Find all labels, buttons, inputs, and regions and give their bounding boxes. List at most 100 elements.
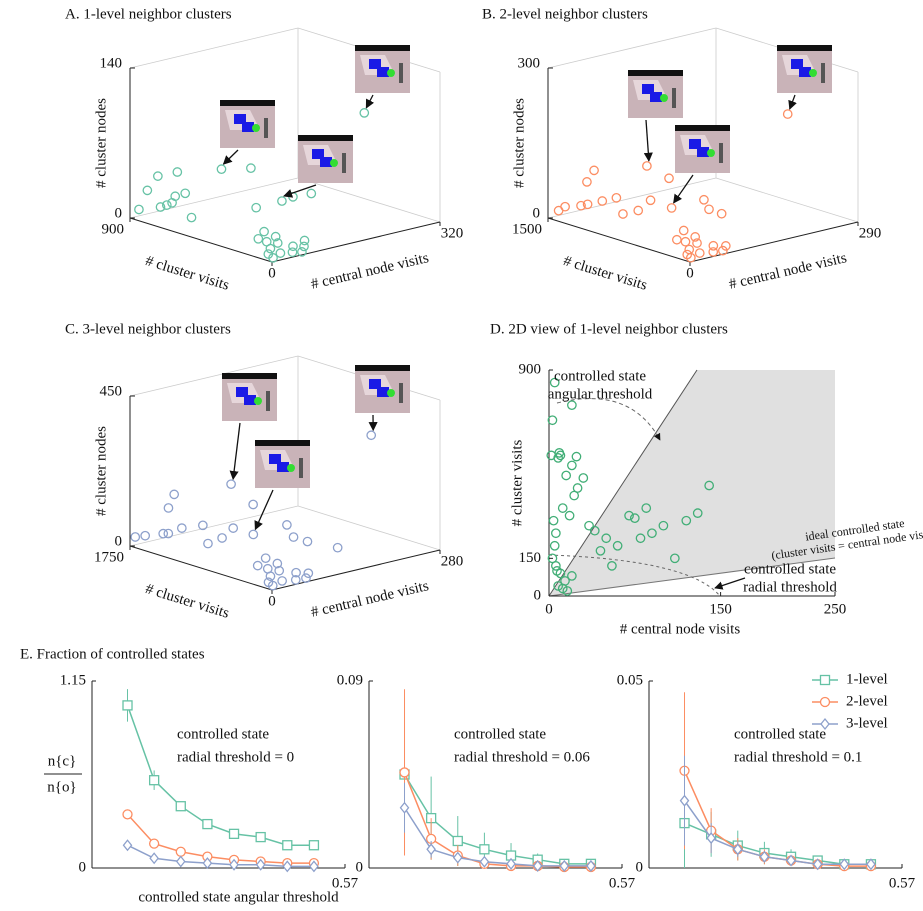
thumb-top [355,45,410,51]
inset-thumbnail [777,45,832,93]
x-tick-label: 0 [686,265,694,281]
data-point [158,528,169,539]
data-point [716,208,727,219]
y-tick-label: 0.05 [617,672,643,688]
inset-thumbnail [675,125,730,173]
thumb-post [821,63,825,83]
inset-arrow [673,174,694,204]
thumb-robot [689,139,709,157]
data-point [248,529,259,540]
data-point [248,499,258,510]
marker [122,700,133,711]
data-point [297,247,307,257]
z-tick-label: 140 [100,55,123,71]
marker [812,858,823,871]
annotation: radial threshold = 0.06 [454,749,590,765]
legend-marker [819,696,831,708]
legend-label: 1-level [846,671,888,687]
data-point [547,415,558,426]
data-point [692,508,703,518]
marker [122,809,133,820]
data-point [595,545,606,556]
angular-boundary [548,369,698,597]
thumb-post [672,88,676,108]
x-tick-label: 0.57 [889,875,916,891]
marker [202,818,213,830]
annotation: radial threshold = 0 [177,749,294,765]
marker [149,852,159,865]
y-axis [547,217,691,263]
data-point [252,560,263,571]
data-point [692,238,702,248]
data-point [270,231,281,242]
inset-thumbnail [355,45,410,93]
annotation: controlled state [177,726,269,742]
thumb-gripper [387,69,395,77]
y-label-denominator: n{o} [47,779,76,795]
annotation: radial threshold = 0.1 [734,749,862,765]
thumb-robot [312,149,332,167]
data-point [186,212,197,223]
data-point [618,209,628,219]
marker [255,831,266,843]
x-tick-label: 320 [441,225,464,241]
thumb-gripper [707,149,715,157]
data-point [685,252,696,263]
data-point [684,244,695,255]
marker [399,767,410,778]
data-point [299,241,309,252]
data-point [553,205,564,216]
data-point [301,573,311,583]
data-point [647,528,657,539]
inset-thumbnail [298,135,353,183]
annotation: angular threshold [548,386,653,402]
data-point [690,232,701,242]
x-axis [271,549,441,591]
box-edge [547,27,717,69]
data-point [277,576,287,586]
data-point [611,192,622,203]
inset-thumbnail [355,365,410,413]
x-tick-label: 250 [824,601,847,617]
data-point [557,583,568,594]
marker [228,828,240,840]
data-point [582,177,592,187]
data-point [699,194,709,205]
data-point [228,523,239,533]
legend-marker [819,674,831,686]
marker [309,860,319,873]
annotation-arrow [714,577,746,590]
thumb-post [399,63,403,83]
panel-title: C. 3-level neighbor clusters [65,321,231,337]
data-point [268,253,278,263]
inset-thumbnail [255,440,310,488]
data-point [359,108,370,118]
angular-arc [556,398,661,441]
data-point [642,161,652,171]
y-tick-label: 1.15 [60,672,86,688]
inset-arrow [643,119,653,162]
data-point [176,523,187,533]
data-point [290,575,301,585]
data-point [306,188,317,199]
data-point [664,173,674,184]
data-point [681,515,692,526]
marker [282,860,293,873]
data-point [332,542,343,553]
data-point [569,490,580,501]
thumb-post [399,383,403,403]
data-point [782,109,793,119]
y-axis-label: # cluster visits [143,581,231,622]
data-point [589,165,599,176]
thumb-gripper [287,464,295,472]
marker [452,835,463,847]
radial-arc [548,554,721,597]
x-axis [689,221,859,263]
x-axis-label: # central node visits [309,578,430,621]
y-axis [129,217,273,263]
x-tick-label: 290 [859,225,882,241]
y-axis-label: # cluster visits [509,440,525,527]
y-tick-label: 0 [79,859,87,875]
thumb-robot [369,59,389,77]
data-point [277,196,287,206]
